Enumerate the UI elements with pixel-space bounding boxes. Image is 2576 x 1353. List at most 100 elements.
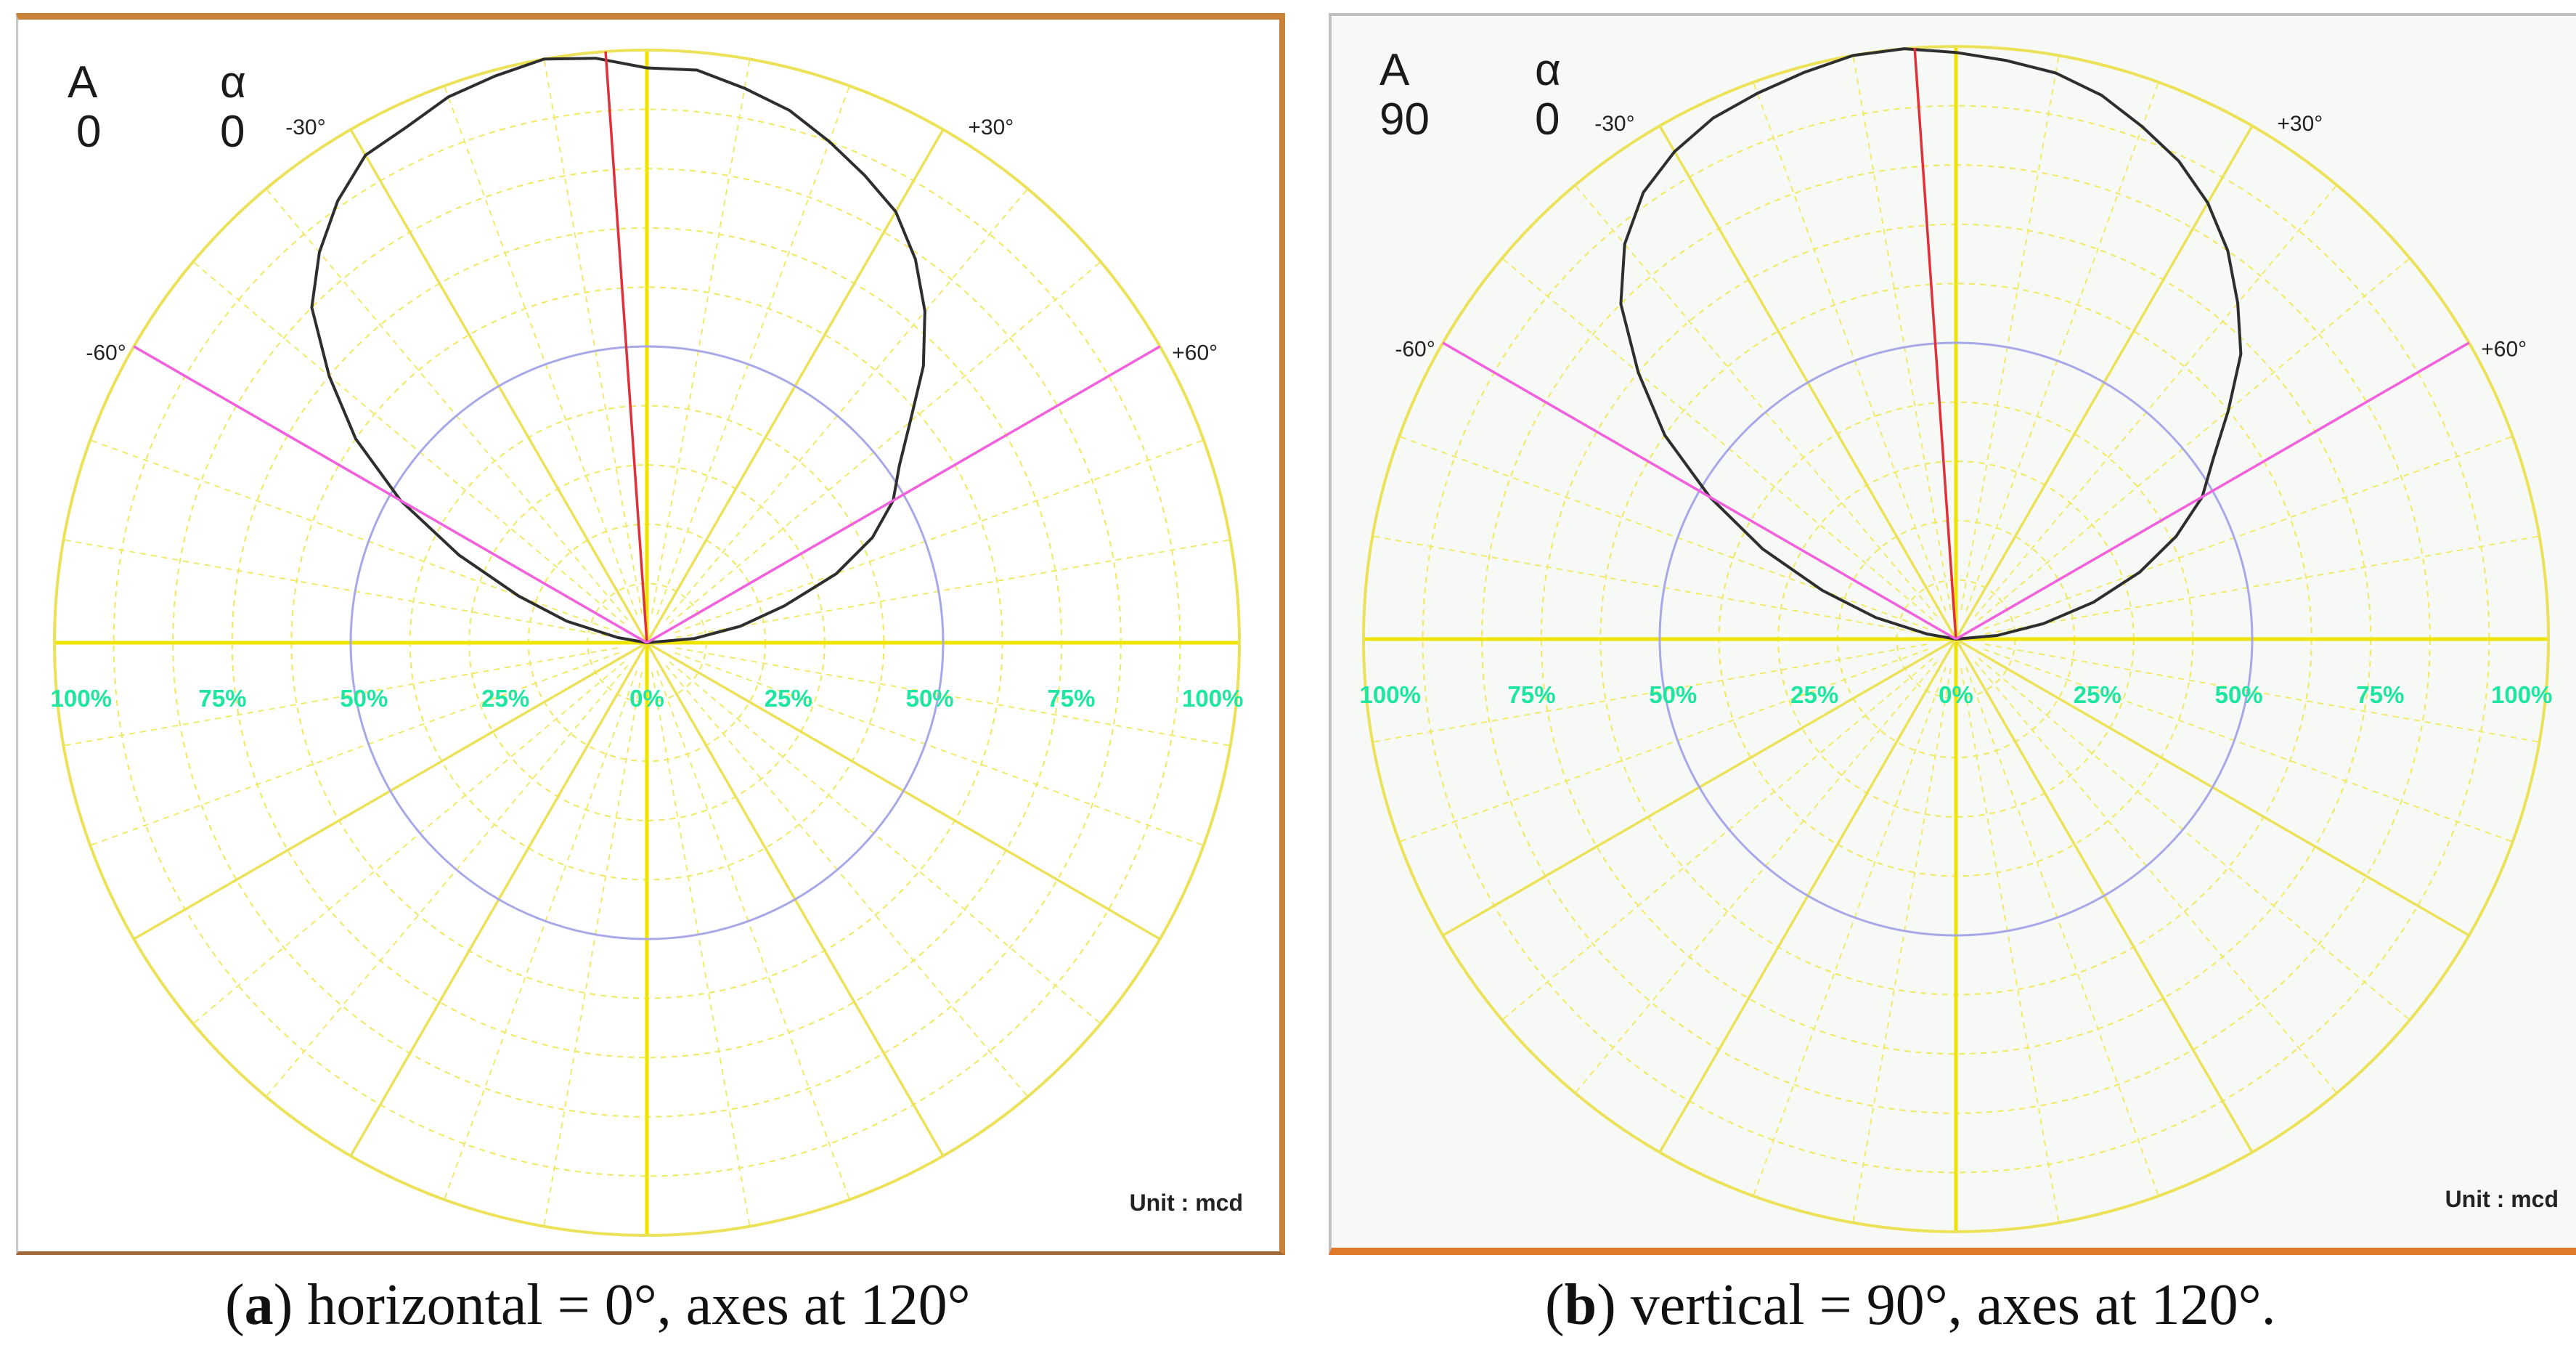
radial-percent-label: 25% [481, 685, 529, 712]
grid-spoke-dashed [1372, 535, 1927, 635]
caption-a-text: horizontal = 0°, axes at 120° [307, 1273, 971, 1337]
angle-label: +30° [968, 115, 1014, 139]
radial-percent-label: 75% [2356, 681, 2404, 708]
angle-label: +30° [2277, 112, 2323, 136]
grid-spoke-dashed [1978, 257, 2410, 621]
radial-percent-label: 50% [906, 685, 954, 712]
grid-spoke-dashed [543, 672, 643, 1227]
grid-spoke-dashed [265, 188, 629, 621]
grid-spoke-dashed [1960, 668, 2060, 1223]
grid-spoke-dashed [265, 665, 629, 1097]
grid-spoke-dashed [676, 539, 1231, 638]
header-a-value: 0 [76, 107, 102, 157]
radial-percent-label: 100% [1360, 681, 1421, 708]
radial-percent-label: 50% [1649, 681, 1697, 708]
grid-spoke-dashed [1852, 55, 1952, 610]
polar-chart-a: -30° +30° -60° +60° 100% 75% 50% 25% 0% 25% 50% 75%… [51, 49, 1243, 1237]
grid-spoke-dashed [1501, 657, 1934, 1021]
grid-spoke-dashed [1974, 184, 2338, 617]
grid-spoke-dashed [1372, 643, 1927, 743]
header-a-label: A [1379, 45, 1410, 95]
header-a-label: A [68, 57, 98, 107]
header-alpha-value: 0 [220, 107, 245, 157]
radial-percent-label: 75% [1047, 685, 1095, 712]
grid-spoke-dashed [192, 261, 625, 625]
angle-label: -60° [86, 341, 126, 365]
grid-spoke-dashed [676, 647, 1231, 747]
half-angle-line-left [133, 345, 648, 644]
header-alpha-value: 0 [1535, 94, 1560, 145]
grid-spoke-dashed [1398, 649, 1929, 843]
outer-circle [53, 49, 1241, 1237]
grid-spoke-dashed [1398, 435, 1929, 630]
grid-spoke-dashed [665, 188, 1029, 621]
outer-circle [1362, 45, 2550, 1233]
unit-label-b: Unit : mcd [2445, 1186, 2559, 1212]
grid-spoke-dashed [665, 665, 1029, 1097]
caption-b-letter: b [1564, 1273, 1597, 1337]
radial-percent-label: 50% [340, 685, 388, 712]
grid-spoke-dashed [656, 85, 851, 616]
angle-label: -30° [285, 115, 325, 139]
radial-percent-label: 100% [1182, 685, 1243, 712]
radial-percent-label: 100% [2491, 681, 2552, 708]
grid-spoke-dashed [674, 439, 1205, 633]
grid-spoke-dashed [669, 661, 1101, 1025]
radial-percent-label: 0% [1939, 681, 1973, 708]
grid-spoke-dashed [1983, 649, 2514, 843]
grid-spoke-dashed [669, 261, 1101, 625]
grid-spoke-dashed [1960, 55, 2060, 610]
radial-percent-label: 0% [629, 685, 664, 712]
angle-label: +60° [1172, 341, 1218, 365]
half-intensity-circle [349, 345, 945, 940]
half-angle-line-left [1442, 341, 1957, 641]
caption-a: (a) horizontal = 0°, axes at 120° [225, 1273, 971, 1337]
grid-spoke-dashed [1978, 657, 2410, 1021]
radial-percent-label: 50% [2215, 681, 2263, 708]
grid-spoke-dashed [192, 661, 625, 1025]
grid-spoke-dashed [1501, 257, 1934, 621]
half-angle-line-right [646, 345, 1161, 644]
half-intensity-circle [1658, 341, 2254, 937]
grid-spoke-dashed [1965, 81, 2160, 612]
grid-spoke-dashed [1985, 643, 2540, 743]
half-angle-line-right [1955, 341, 2470, 641]
polar-chart-panel-a: -30° +30° -60° +60° 100% 75% 50% 25% 0% 25% 50% 75%… [16, 13, 1285, 1255]
unit-label-a: Unit : mcd [1129, 1190, 1243, 1216]
angle-label: -60° [1395, 338, 1435, 362]
header-alpha-label: α [1535, 45, 1561, 95]
grid-spoke-dashed [443, 85, 637, 616]
grid-spoke-dashed [651, 672, 751, 1227]
radial-percent-label: 75% [199, 685, 247, 712]
header-alpha-label: α [220, 57, 246, 107]
grid-spoke-dashed [1985, 535, 2540, 635]
grid-spoke-dashed [1752, 666, 1947, 1197]
radial-percent-label: 25% [1790, 681, 1838, 708]
grid-spoke-dashed [89, 652, 620, 847]
caption-a-letter: a [244, 1273, 274, 1337]
caption-b-text: vertical = 90°, axes at 120°. [1630, 1273, 2276, 1337]
header-a-value: 90 [1379, 94, 1430, 145]
radial-percent-label: 100% [51, 685, 112, 712]
caption-b: (b) vertical = 90°, axes at 120°. [1545, 1273, 2276, 1337]
polar-chart-panel-b: -30° +30° -60° +60° 100% 75% 50% 25% 0% 25% 50% 75%… [1329, 13, 2576, 1255]
grid-spoke-dashed [674, 652, 1205, 847]
peak-direction-line [604, 51, 648, 643]
angle-label: -30° [1594, 112, 1634, 136]
grid-spoke-dashed [651, 59, 751, 614]
radial-percent-label: 25% [765, 685, 812, 712]
radial-percent-label: 75% [1508, 681, 1556, 708]
grid-spoke-dashed [63, 539, 618, 638]
grid-spoke-dashed [1574, 661, 1938, 1094]
grid-spoke-dashed [1574, 184, 1938, 617]
polar-chart-b: -30° +30° -60° +60° 100% 75% 50% 25% 0% 25% 50% 75%… [1360, 45, 2552, 1233]
radiation-pattern-curve [310, 57, 926, 644]
angle-label: +60° [2481, 338, 2527, 362]
grid-spoke-dashed [1752, 81, 1947, 612]
grid-spoke-dashed [1852, 668, 1952, 1223]
grid-spoke-dashed [543, 59, 643, 614]
grid-spoke-dashed [1983, 435, 2514, 630]
grid-spoke-dashed [1965, 666, 2160, 1197]
peak-direction-line [1913, 47, 1957, 640]
grid-spoke-dashed [1974, 661, 2338, 1094]
